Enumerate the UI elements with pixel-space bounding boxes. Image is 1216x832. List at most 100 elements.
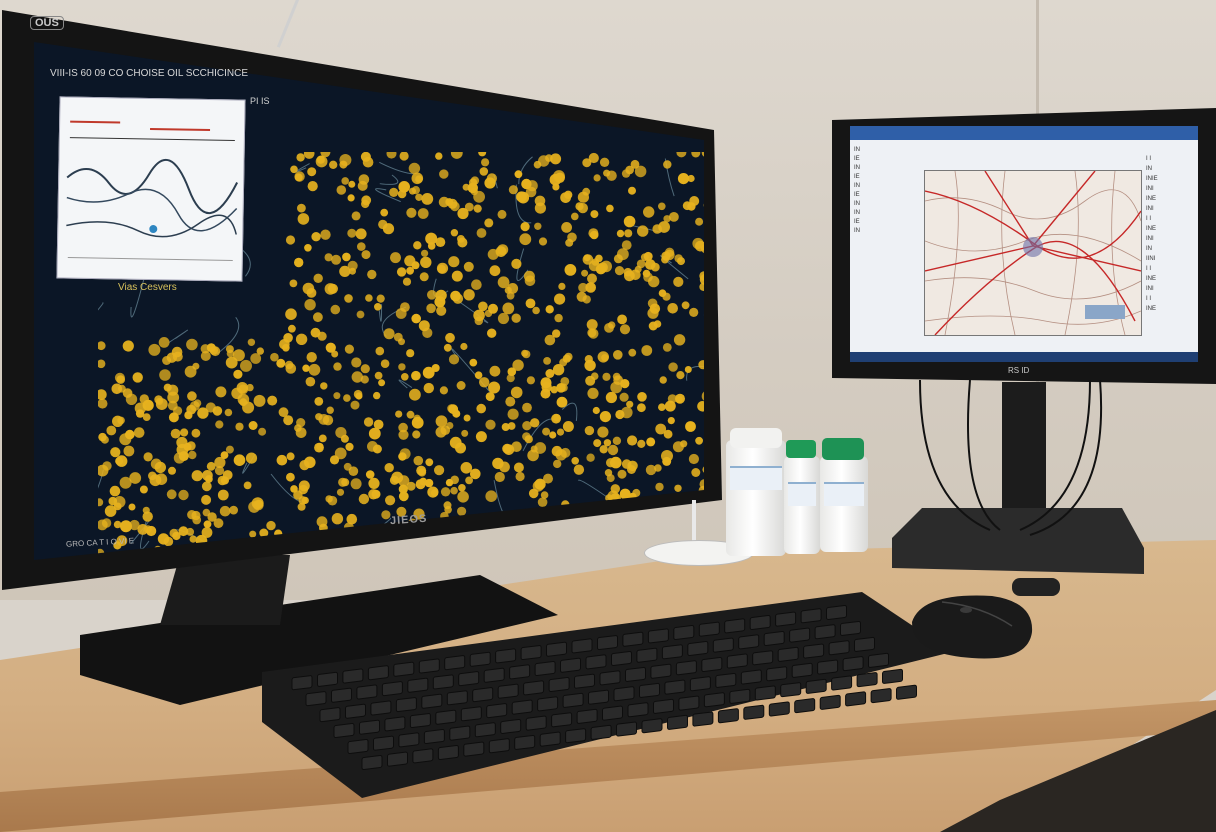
yellow-cell-dot bbox=[125, 393, 138, 405]
sidebar-line[interactable]: IN bbox=[854, 210, 860, 216]
yellow-cell-dot bbox=[461, 429, 469, 437]
sidebar-line[interactable]: IE bbox=[854, 219, 860, 225]
yellow-cell-dot bbox=[98, 398, 108, 409]
yellow-cell-dot bbox=[302, 364, 310, 372]
yellow-cell-dot bbox=[584, 359, 596, 372]
yellow-cell-dot bbox=[398, 181, 411, 193]
vascular-network-image bbox=[924, 170, 1142, 336]
key bbox=[347, 739, 369, 755]
key bbox=[870, 688, 892, 704]
secondary-taskbar[interactable] bbox=[850, 352, 1198, 362]
key bbox=[622, 631, 644, 647]
yellow-cell-dot bbox=[619, 324, 631, 335]
yellow-cell-dot bbox=[142, 413, 151, 421]
yellow-cell-dot bbox=[576, 291, 587, 302]
stand-rod bbox=[692, 500, 696, 546]
yellow-cell-dot bbox=[439, 386, 448, 395]
yellow-cell-dot bbox=[412, 430, 421, 439]
sidebar-line[interactable]: IN bbox=[854, 147, 860, 153]
yellow-cell-dot bbox=[701, 152, 704, 158]
fiber-line bbox=[216, 316, 240, 355]
key bbox=[814, 624, 836, 640]
yellow-cell-dot bbox=[538, 237, 548, 246]
yellow-cell-dot bbox=[456, 381, 466, 390]
key bbox=[333, 723, 355, 739]
key bbox=[384, 716, 406, 732]
sidebar-line[interactable]: IE bbox=[854, 156, 860, 162]
yellow-cell-dot bbox=[413, 241, 422, 250]
yellow-cell-dot bbox=[378, 379, 386, 387]
yellow-cell-dot bbox=[488, 381, 501, 394]
yellow-cell-dot bbox=[615, 409, 625, 420]
key bbox=[356, 684, 378, 700]
yellow-cell-dot bbox=[368, 427, 381, 440]
key bbox=[840, 620, 861, 636]
yellow-cell-dot bbox=[583, 254, 591, 262]
yellow-cell-dot bbox=[191, 428, 201, 438]
yellow-cell-dot bbox=[425, 458, 434, 467]
keyboard[interactable] bbox=[262, 592, 952, 798]
mouse[interactable] bbox=[902, 592, 1036, 662]
yellow-cell-dot bbox=[411, 313, 422, 324]
key bbox=[486, 703, 508, 719]
sidebar-line[interactable]: IN bbox=[854, 183, 860, 189]
yellow-cell-dot bbox=[599, 445, 608, 454]
yellow-cell-dot bbox=[674, 484, 682, 492]
yellow-cell-dot bbox=[286, 472, 295, 482]
sidebar-line[interactable]: IE bbox=[854, 174, 860, 180]
network-image-viewer[interactable] bbox=[924, 170, 1142, 336]
key bbox=[800, 608, 822, 624]
key bbox=[831, 675, 853, 691]
yellow-cell-dot bbox=[645, 464, 657, 476]
yellow-cell-dot bbox=[398, 491, 409, 502]
yellow-cell-dot bbox=[98, 341, 106, 351]
yellow-cell-dot bbox=[186, 404, 197, 415]
yellow-cell-dot bbox=[485, 419, 496, 430]
yellow-cell-dot bbox=[607, 444, 619, 456]
yellow-cell-dot bbox=[325, 342, 336, 353]
key bbox=[752, 650, 774, 666]
yellow-cell-dot bbox=[171, 346, 183, 358]
yellow-cell-dot bbox=[588, 228, 599, 239]
key bbox=[381, 681, 403, 697]
panel-line: INE bbox=[1146, 226, 1157, 232]
yellow-cell-dot bbox=[318, 434, 327, 443]
yellow-cell-dot bbox=[215, 420, 224, 429]
yellow-cell-dot bbox=[545, 305, 554, 314]
secondary-window-titlebar[interactable] bbox=[850, 126, 1198, 140]
yellow-cell-dot bbox=[463, 289, 475, 301]
key bbox=[675, 660, 697, 676]
yellow-cell-dot bbox=[623, 267, 633, 277]
yellow-cell-dot bbox=[307, 181, 318, 192]
yellow-cell-dot bbox=[540, 377, 552, 389]
yellow-cell-dot bbox=[325, 495, 333, 503]
yellow-cell-dot bbox=[435, 237, 446, 247]
yellow-cell-dot bbox=[276, 358, 286, 368]
key bbox=[743, 704, 765, 720]
yellow-cell-dot bbox=[661, 255, 669, 264]
yellow-cell-dot bbox=[516, 191, 527, 203]
yellow-cell-dot bbox=[106, 425, 117, 436]
signal-graph-panel[interactable] bbox=[56, 96, 246, 282]
yellow-cell-dot bbox=[108, 496, 118, 506]
yellow-cell-dot bbox=[469, 178, 478, 187]
yellow-cell-dot bbox=[346, 513, 358, 525]
yellow-cell-dot bbox=[511, 313, 521, 323]
secondary-monitor-screen[interactable]: IN IE IN IE IN IE IN IN IE IN bbox=[850, 126, 1198, 362]
key bbox=[698, 621, 720, 637]
yellow-cell-dot bbox=[489, 265, 501, 277]
main-monitor-logo: OUS bbox=[30, 16, 64, 30]
key bbox=[495, 648, 517, 664]
sidebar-line[interactable]: IN bbox=[854, 228, 860, 234]
yellow-cell-dot bbox=[351, 357, 362, 368]
yellow-cell-dot bbox=[168, 466, 176, 475]
yellow-cell-dot bbox=[612, 436, 622, 445]
sidebar-line[interactable]: IN bbox=[854, 165, 860, 171]
yellow-cell-dot bbox=[659, 376, 667, 384]
yellow-cell-dot bbox=[450, 201, 460, 212]
yellow-cell-dot bbox=[481, 158, 490, 167]
yellow-cell-dot bbox=[396, 506, 407, 517]
fiber-line bbox=[561, 402, 578, 421]
sidebar-line[interactable]: IE bbox=[854, 192, 860, 198]
sidebar-line[interactable]: IN bbox=[854, 201, 860, 207]
